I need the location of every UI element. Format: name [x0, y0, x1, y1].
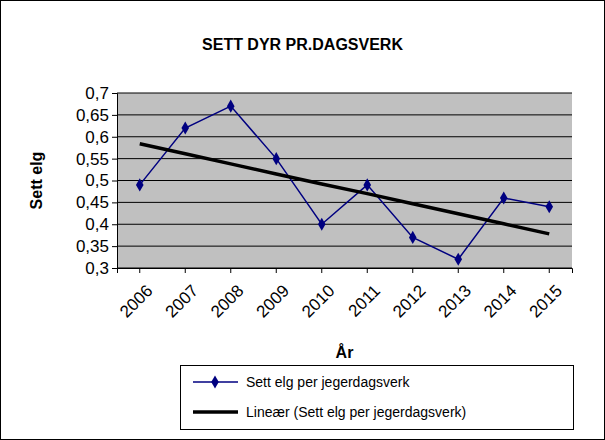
- x-tick-label: 2008: [207, 281, 247, 321]
- y-tick: 0,5: [85, 171, 117, 190]
- plot-area: [117, 93, 572, 268]
- grid-line: [117, 180, 572, 181]
- y-tick: 0,35: [76, 237, 117, 256]
- marker: [409, 231, 417, 244]
- x-tick-label: 2015: [526, 281, 566, 321]
- y-tick-mark: [112, 246, 117, 247]
- y-tick: 0,6: [85, 128, 117, 147]
- x-tick-label: 2009: [253, 281, 293, 321]
- x-tick: 2015: [526, 268, 566, 321]
- legend-box: [181, 366, 574, 430]
- x-axis-line: [118, 269, 573, 274]
- y-tick: 0,3: [85, 259, 117, 278]
- x-tick-mark: [321, 268, 322, 273]
- legend-label: Sett elg per jegerdagsverk: [246, 374, 410, 390]
- x-tick: 2014: [480, 268, 520, 321]
- x-tick-label: 2011: [345, 281, 384, 320]
- x-tick-label: 2007: [162, 281, 202, 321]
- y-tick: 0,65: [76, 106, 117, 125]
- marker: [318, 218, 326, 231]
- marker: [363, 178, 371, 191]
- grid-line: [117, 93, 572, 94]
- x-tick-label: 2013: [435, 281, 475, 321]
- x-tick-mark: [549, 268, 550, 273]
- grid-line: [117, 114, 572, 115]
- y-tick-label: 0,7: [85, 84, 109, 103]
- y-tick: 0,55: [76, 150, 117, 169]
- y-tick-label: 0,5: [85, 171, 109, 190]
- x-tick-mark: [139, 268, 140, 273]
- marker: [136, 178, 144, 191]
- y-tick: 0,4: [85, 215, 117, 234]
- x-tick-mark: [185, 268, 186, 273]
- grid: [117, 93, 572, 268]
- x-tick-label: 2014: [480, 281, 520, 321]
- x-tick-label: 2012: [389, 281, 429, 321]
- y-tick-mark: [112, 224, 117, 225]
- x-tick: 2009: [253, 268, 293, 321]
- y-axis-title: Sett elg: [28, 152, 45, 210]
- y-tick-mark: [112, 181, 117, 182]
- y-tick-mark: [112, 159, 117, 160]
- y-tick-label: 0,65: [76, 106, 109, 125]
- x-tick-label: 2006: [116, 281, 156, 321]
- marker: [272, 152, 280, 165]
- marker: [227, 100, 235, 113]
- y-tick-label: 0,55: [76, 150, 109, 169]
- chart-frame: [1, 1, 605, 440]
- grid-line: [117, 158, 572, 159]
- x-axis: 2006200720082009201020112012201320142015: [116, 268, 572, 321]
- series-line: [140, 106, 550, 259]
- grid-line: [117, 246, 572, 247]
- y-tick-label: 0,45: [76, 193, 109, 212]
- y-tick: 0,45: [76, 193, 117, 212]
- x-axis-title: År: [336, 343, 354, 361]
- x-tick-mark: [412, 268, 413, 273]
- legend-swatch: [193, 410, 238, 414]
- y-axis-line: [112, 94, 118, 269]
- x-tick: 2011: [345, 268, 384, 321]
- y-tick-label: 0,3: [85, 259, 109, 278]
- y-tick-label: 0,35: [76, 237, 109, 256]
- grid-line: [117, 136, 572, 137]
- x-tick-mark: [276, 268, 277, 273]
- y-tick-mark: [112, 115, 117, 116]
- legend-label: Lineær (Sett elg per jegerdagsverk): [246, 404, 466, 420]
- x-tick-mark: [503, 268, 504, 273]
- x-tick-label: 2010: [298, 281, 338, 321]
- marker: [454, 253, 462, 266]
- x-tick: 2007: [162, 268, 202, 321]
- y-tick-mark: [112, 93, 117, 94]
- y-tick-mark: [112, 137, 117, 138]
- x-tick: 2010: [298, 268, 338, 321]
- x-tick: 2008: [207, 268, 247, 321]
- legend: Sett elg per jegerdagsverk Lineær (Sett e…: [181, 366, 574, 430]
- marker: [545, 200, 553, 213]
- marks: [136, 100, 553, 266]
- y-tick-mark: [112, 268, 117, 269]
- x-tick: 2013: [435, 268, 475, 321]
- x-tick-mark: [230, 268, 231, 273]
- chart: SETT DYR PR.DAGSVERK 0,3 0,35 0,4 0,45 0,5 0,5…: [0, 0, 605, 440]
- x-tick: 2012: [389, 268, 429, 321]
- marker: [500, 191, 508, 204]
- x-tick-mark: [367, 268, 368, 273]
- y-tick-mark: [112, 202, 117, 203]
- y-tick-label: 0,6: [85, 128, 109, 147]
- x-tick-mark: [458, 268, 459, 273]
- marker: [181, 121, 189, 134]
- legend-marker: [211, 375, 219, 388]
- y-tick-label: 0,4: [85, 215, 109, 234]
- y-tick: 0,7: [85, 84, 117, 103]
- x-tick: 2006: [116, 268, 156, 321]
- title: SETT DYR PR.DAGSVERK: [202, 36, 403, 53]
- y-axis: 0,3 0,35 0,4 0,45 0,5 0,55 0,6 0,65 0,7: [76, 84, 118, 278]
- series-line: [140, 144, 550, 234]
